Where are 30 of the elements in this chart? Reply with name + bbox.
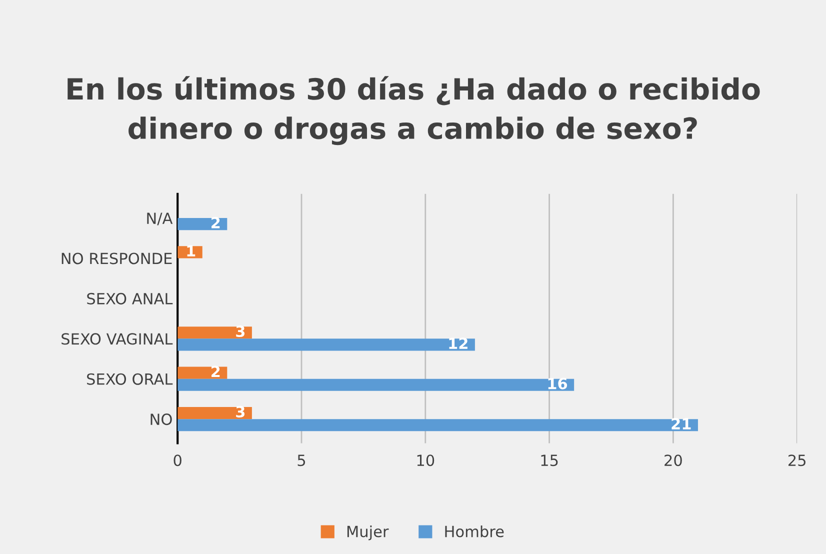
bar — [178, 419, 698, 432]
data-label: 1 — [187, 245, 196, 256]
data-label: 21 — [672, 418, 691, 430]
x-tick-label: 20 — [664, 454, 682, 466]
bar — [178, 326, 252, 339]
y-tick-label: SEXO ORAL — [87, 373, 173, 385]
bar — [178, 407, 252, 420]
data-label: 2 — [212, 216, 220, 228]
x-tick-label: 15 — [541, 454, 558, 466]
x-tick-label: 25 — [788, 454, 806, 466]
x-tick-label: 0 — [174, 454, 182, 466]
y-tick-label: N/A — [147, 212, 173, 226]
bar — [178, 366, 228, 379]
legend-label: Hombre — [445, 525, 504, 538]
data-label: 2 — [212, 366, 220, 378]
y-tick-label: NO RESPONDE — [62, 252, 172, 264]
bar — [178, 338, 475, 351]
data-label: 16 — [548, 378, 568, 390]
y-tick-label: NO — [150, 414, 172, 426]
chart-title: En los últimos 30 días ¿Ha dado o recibido dinero o drogas a cambio de sexo? — [68, 76, 760, 146]
data-label: 12 — [449, 338, 468, 349]
data-label: 3 — [236, 326, 245, 338]
data-label: 3 — [236, 406, 245, 418]
bar — [178, 218, 228, 230]
bar — [178, 378, 574, 391]
legend-label: Mujer — [347, 525, 389, 540]
y-tick-label: SEXO ANAL — [87, 292, 173, 304]
x-tick-label: 5 — [298, 454, 306, 466]
y-tick-label: SEXO VAGINAL — [62, 333, 173, 345]
x-tick-label: 10 — [417, 454, 434, 466]
